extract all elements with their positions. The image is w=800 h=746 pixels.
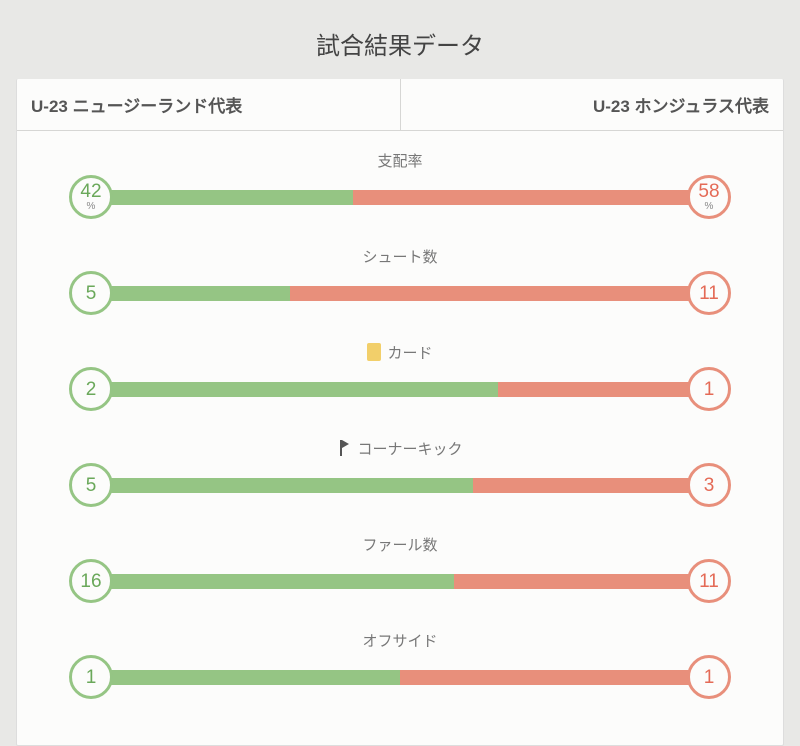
stat-right-value: 58% [687,175,731,219]
stat-bar-right-segment [290,286,693,301]
stat-label-text: 支配率 [377,150,422,171]
stat-right-value: 11 [687,271,731,315]
stat-bar-left-segment [107,478,473,493]
stat-left-value: 42% [69,175,113,219]
stat-label-text: カード [387,342,432,363]
stat-label-text: ファール数 [362,534,437,555]
stat-row: オフサイド11 [69,629,731,699]
stat-left-value: 5 [69,463,113,507]
stat-bar: 5 11 [69,271,731,315]
stat-bar-track [107,286,693,301]
page-title: 試合結果データ [0,0,800,79]
yellow-card-icon [367,343,381,361]
team-left-name: U-23 ニュージーランド代表 [31,92,242,117]
stat-row: 支配率 42% 58% [69,149,731,219]
stat-bar-track [107,670,693,685]
stat-bar-right-segment [498,382,693,397]
stat-bar-left-segment [107,190,353,205]
stat-bar-track [107,574,693,589]
stat-bar-track [107,190,693,205]
stat-bar-left-segment [107,670,400,685]
stat-bar-right-segment [454,574,693,589]
stat-left-value: 16 [69,559,113,603]
stat-label: 支配率 [69,149,731,171]
stat-row: ファール数1611 [69,533,731,603]
stat-label-text: シュート数 [362,246,437,267]
stat-bar-track [107,382,693,397]
stat-bar: 1611 [69,559,731,603]
stat-bar: 42% 58% [69,175,731,219]
stat-label-text: オフサイド [362,630,437,651]
stat-left-value: 5 [69,271,113,315]
stat-bar: 21 [69,367,731,411]
team-right-name: U-23 ホンジュラス代表 [593,92,769,117]
stat-label-text: コーナーキック [357,438,462,459]
team-right-tab[interactable]: U-23 ホンジュラス代表 [401,79,784,131]
stat-right-value: 3 [687,463,731,507]
stat-label: コーナーキック [69,437,731,459]
stat-left-value: 1 [69,655,113,699]
corner-flag-icon [337,440,351,456]
stat-bar: 11 [69,655,731,699]
stat-bar-right-segment [353,190,693,205]
stat-label: カード [69,341,731,363]
stats-panel: U-23 ニュージーランド代表 U-23 ホンジュラス代表 支配率 42% 58% シ… [16,79,784,746]
stat-bar-left-segment [107,382,498,397]
stat-bar-track [107,478,693,493]
stat-label: オフサイド [69,629,731,651]
stat-right-value: 1 [687,655,731,699]
stat-label: ファール数 [69,533,731,555]
stat-bar-right-segment [473,478,693,493]
stat-label: シュート数 [69,245,731,267]
stat-bar-left-segment [107,574,454,589]
stat-row: コーナーキック53 [69,437,731,507]
team-left-tab[interactable]: U-23 ニュージーランド代表 [17,79,401,131]
stat-left-value: 2 [69,367,113,411]
stat-bar-right-segment [400,670,693,685]
stat-bar-left-segment [107,286,290,301]
stat-bar: 53 [69,463,731,507]
stat-right-value: 11 [687,559,731,603]
stat-row: シュート数 5 11 [69,245,731,315]
stat-row: カード21 [69,341,731,411]
stat-right-value: 1 [687,367,731,411]
teams-row: U-23 ニュージーランド代表 U-23 ホンジュラス代表 [17,79,783,131]
stats-list: 支配率42%58%シュート数511カード21コーナーキック53ファール数1611… [17,131,783,699]
